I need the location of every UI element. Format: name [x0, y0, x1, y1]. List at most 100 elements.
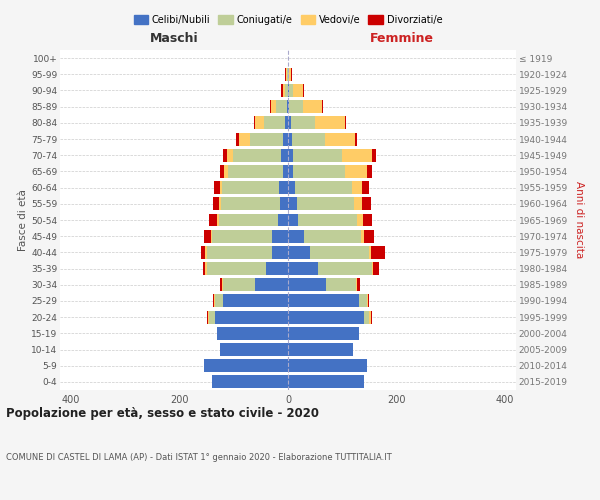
Y-axis label: Anni di nascita: Anni di nascita	[574, 182, 584, 258]
Bar	[281, 149, 288, 162]
Bar	[288, 214, 298, 226]
Bar	[288, 198, 296, 210]
Bar	[213, 198, 218, 210]
Bar	[203, 262, 205, 275]
Bar	[223, 294, 288, 308]
Text: COMUNE DI CASTEL DI LAMA (AP) - Dati ISTAT 1° gennaio 2020 - Elaborazione TUTTIT: COMUNE DI CASTEL DI LAMA (AP) - Dati IST…	[6, 452, 392, 462]
Bar	[370, 246, 371, 259]
Bar	[283, 165, 288, 178]
Text: Femmine: Femmine	[370, 32, 434, 45]
Bar	[288, 165, 293, 178]
Bar	[289, 84, 293, 97]
Bar	[288, 262, 318, 275]
Bar	[361, 230, 364, 242]
Bar	[372, 149, 376, 162]
Bar	[288, 278, 326, 291]
Bar	[352, 181, 362, 194]
Bar	[288, 84, 289, 97]
Bar	[326, 278, 356, 291]
Bar	[280, 198, 288, 210]
Bar	[266, 262, 288, 275]
Bar	[293, 165, 345, 178]
Bar	[283, 132, 288, 145]
Bar	[372, 262, 373, 275]
Bar	[287, 100, 288, 113]
Bar	[293, 84, 303, 97]
Bar	[345, 116, 346, 130]
Bar	[288, 343, 353, 356]
Bar	[322, 100, 323, 113]
Bar	[205, 262, 206, 275]
Bar	[315, 116, 345, 130]
Bar	[359, 294, 367, 308]
Bar	[276, 100, 287, 113]
Bar	[304, 230, 361, 242]
Bar	[364, 310, 370, 324]
Bar	[220, 165, 224, 178]
Bar	[218, 214, 278, 226]
Bar	[362, 198, 371, 210]
Bar	[220, 278, 222, 291]
Bar	[223, 181, 280, 194]
Bar	[271, 100, 276, 113]
Bar	[227, 149, 233, 162]
Text: Maschi: Maschi	[149, 32, 199, 45]
Bar	[355, 132, 357, 145]
Bar	[201, 246, 205, 259]
Bar	[288, 116, 291, 130]
Bar	[288, 376, 364, 388]
Bar	[272, 246, 288, 259]
Bar	[215, 294, 223, 308]
Bar	[223, 278, 256, 291]
Y-axis label: Fasce di età: Fasce di età	[18, 189, 28, 251]
Bar	[207, 310, 208, 324]
Bar	[224, 165, 228, 178]
Bar	[325, 132, 355, 145]
Bar	[356, 278, 357, 291]
Bar	[221, 198, 280, 210]
Bar	[289, 100, 302, 113]
Bar	[358, 214, 363, 226]
Bar	[298, 214, 358, 226]
Bar	[209, 310, 215, 324]
Bar	[357, 278, 359, 291]
Bar	[205, 230, 211, 242]
Bar	[292, 132, 325, 145]
Bar	[370, 310, 371, 324]
Bar	[214, 294, 215, 308]
Bar	[250, 132, 283, 145]
Bar	[254, 116, 256, 130]
Bar	[288, 68, 289, 81]
Bar	[283, 84, 285, 97]
Bar	[269, 100, 271, 113]
Bar	[345, 165, 367, 178]
Bar	[212, 376, 288, 388]
Bar	[303, 84, 304, 97]
Bar	[218, 198, 221, 210]
Bar	[288, 327, 359, 340]
Bar	[206, 262, 266, 275]
Bar	[288, 359, 367, 372]
Text: Popolazione per età, sesso e stato civile - 2020: Popolazione per età, sesso e stato civil…	[6, 408, 319, 420]
Bar	[288, 149, 293, 162]
Bar	[288, 246, 310, 259]
Bar	[285, 84, 288, 97]
Bar	[209, 214, 217, 226]
Bar	[371, 246, 385, 259]
Bar	[287, 68, 288, 81]
Bar	[214, 181, 220, 194]
Bar	[293, 149, 342, 162]
Bar	[222, 278, 223, 291]
Bar	[239, 132, 250, 145]
Bar	[295, 181, 352, 194]
Bar	[217, 327, 288, 340]
Bar	[220, 343, 288, 356]
Bar	[291, 68, 292, 81]
Bar	[212, 294, 214, 308]
Bar	[281, 84, 283, 97]
Bar	[364, 230, 374, 242]
Bar	[204, 359, 288, 372]
Bar	[228, 165, 283, 178]
Bar	[373, 262, 379, 275]
Bar	[286, 68, 287, 81]
